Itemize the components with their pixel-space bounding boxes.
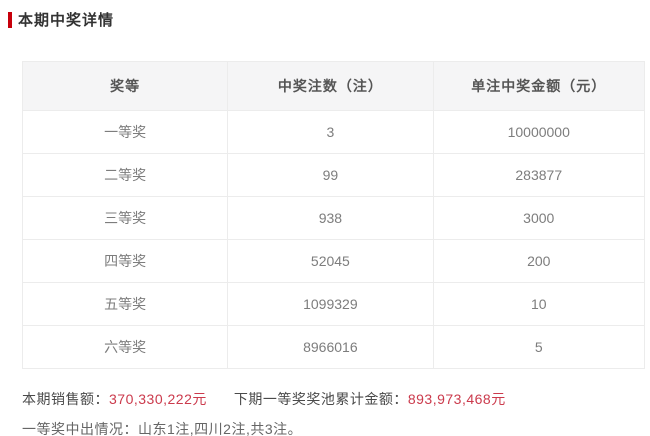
jackpot-label: 下期一等奖奖池累计金额： xyxy=(233,391,408,407)
cell-prize-amount: 10 xyxy=(432,282,645,326)
section-title-bar: 本期中奖详情 xyxy=(0,0,650,30)
summary-section: 本期销售额：370,330,222元 下期一等奖奖池累计金额：893,973,46… xyxy=(22,389,650,436)
header-winning-count: 中奖注数（注） xyxy=(227,61,434,111)
first-prize-detail-line: 一等奖中出情况：山东1注,四川2注,共3注。 xyxy=(22,421,303,436)
page-title: 本期中奖详情 xyxy=(18,12,115,29)
table-row: 三等奖 938 3000 xyxy=(21,196,645,240)
cell-winning-count: 3 xyxy=(227,110,434,154)
header-prize-amount: 单注中奖金额（元） xyxy=(432,61,645,111)
jackpot-value: 893,973,468元 xyxy=(407,391,506,407)
cell-prize-amount: 3000 xyxy=(432,196,645,240)
cell-prize-amount: 5 xyxy=(432,325,645,369)
cell-winning-count: 99 xyxy=(227,153,434,197)
prize-table: 奖等 中奖注数（注） 单注中奖金额（元） 一等奖 3 10000000 二等奖 … xyxy=(21,61,645,369)
cell-prize-level: 四等奖 xyxy=(21,239,229,283)
cell-prize-amount: 200 xyxy=(432,239,645,283)
cell-winning-count: 938 xyxy=(227,196,434,240)
cell-prize-level: 三等奖 xyxy=(21,196,229,240)
sales-label: 本期销售额： xyxy=(22,391,109,407)
sales-value: 370,330,222元 xyxy=(109,391,207,407)
cell-prize-amount: 10000000 xyxy=(432,110,645,154)
table-row: 五等奖 1099329 10 xyxy=(21,282,645,326)
table-row: 六等奖 8966016 5 xyxy=(21,325,645,369)
header-prize-level: 奖等 xyxy=(21,61,229,111)
red-accent-bar-icon xyxy=(8,11,12,28)
table-row: 一等奖 3 10000000 xyxy=(21,110,645,154)
cell-prize-amount: 283877 xyxy=(432,153,645,197)
cell-prize-level: 六等奖 xyxy=(21,325,229,369)
table-row: 二等奖 99 283877 xyxy=(21,153,645,197)
table-row: 四等奖 52045 200 xyxy=(21,239,645,283)
cell-winning-count: 52045 xyxy=(227,239,434,283)
cell-winning-count: 8966016 xyxy=(227,325,434,369)
sales-and-jackpot-line: 本期销售额：370,330,222元 下期一等奖奖池累计金额：893,973,46… xyxy=(22,389,650,409)
table-header-row: 奖等 中奖注数（注） 单注中奖金额（元） xyxy=(21,61,645,111)
cell-prize-level: 二等奖 xyxy=(21,153,229,197)
cell-winning-count: 1099329 xyxy=(227,282,434,326)
cell-prize-level: 五等奖 xyxy=(21,282,229,326)
cell-prize-level: 一等奖 xyxy=(21,110,229,154)
